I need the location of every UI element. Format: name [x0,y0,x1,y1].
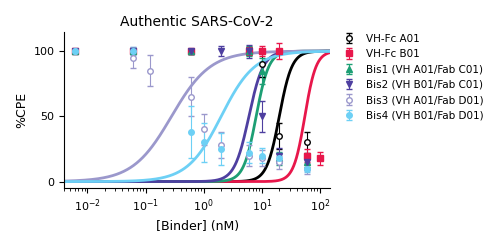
Y-axis label: %CPE: %CPE [15,92,28,128]
Legend: VH-Fc A01, VH-Fc B01, Bis1 (VH A01/Fab C01), Bis2 (VH B01/Fab C01), Bis3 (VH A01: VH-Fc A01, VH-Fc B01, Bis1 (VH A01/Fab C… [338,34,484,121]
X-axis label: [Binder] (nM): [Binder] (nM) [156,220,239,233]
Title: Authentic SARS-CoV-2: Authentic SARS-CoV-2 [120,15,274,29]
